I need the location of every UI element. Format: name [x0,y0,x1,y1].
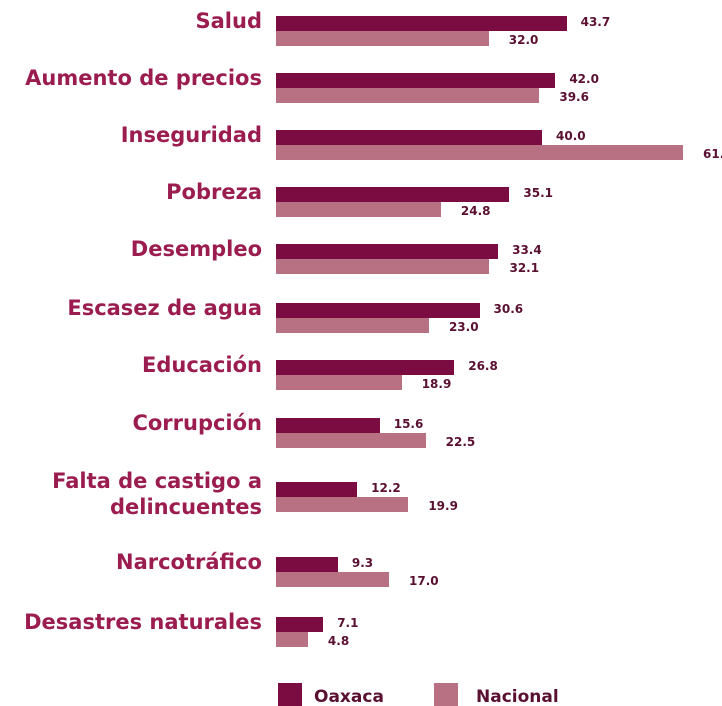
bar [276,244,499,259]
value-label: 17.0 [409,574,439,588]
value-label: 18.9 [421,377,452,391]
category-label: Educación [142,353,262,377]
value-label: 23.0 [448,320,479,334]
bar [276,557,338,572]
value-label: 35.1 [523,186,554,200]
bar [276,497,409,512]
value-label: 4.8 [327,634,350,648]
bar [276,145,683,160]
bar [276,259,490,274]
category-label: Corrupción [132,411,262,435]
bar [276,418,380,433]
bar [276,482,358,497]
category-label: Salud [195,9,262,33]
category-label: Narcotráfico [116,550,262,574]
category-label: Desastres naturales [24,610,262,634]
value-label: 40.0 [556,129,586,143]
legend-label: Nacional [476,687,559,706]
value-label: 33.4 [512,243,542,257]
bar [276,375,402,390]
value-label: 32.1 [509,261,540,275]
bar [276,632,308,647]
value-label: 12.2 [371,481,401,495]
bar [276,16,567,31]
category-label: Falta de castigo a delincuentes [52,469,262,519]
value-label: 39.6 [559,90,589,104]
value-label: 24.8 [460,204,491,218]
value-label: 26.8 [468,359,498,373]
category-label: Aumento de precios [25,66,262,90]
legend-swatch [434,683,458,706]
value-label: 42.0 [569,72,599,86]
legend-swatch [278,683,302,706]
value-label: 19.9 [428,499,458,513]
value-label: 32.0 [508,33,539,47]
bar [276,130,542,145]
value-label: 61.2 [703,147,722,161]
bar [276,572,390,587]
category-label: Escasez de agua [67,296,262,320]
bar [276,202,441,217]
value-label: 15.6 [393,417,424,431]
legend-label: Oaxaca [314,687,384,706]
value-label: 22.5 [445,435,476,449]
bar [276,88,540,103]
bar [276,73,556,88]
bar [276,31,489,46]
value-label: 43.7 [580,15,611,29]
category-label: Inseguridad [120,123,262,147]
category-label: Desempleo [130,237,262,261]
bar [276,617,324,632]
value-label: 30.6 [493,302,524,316]
bar [276,303,480,318]
bar [276,318,429,333]
bar [276,187,510,202]
bar [276,360,455,375]
value-label: 9.3 [351,556,374,570]
category-label: Pobreza [166,180,262,204]
bar [276,433,426,448]
value-label: 7.1 [337,616,359,630]
